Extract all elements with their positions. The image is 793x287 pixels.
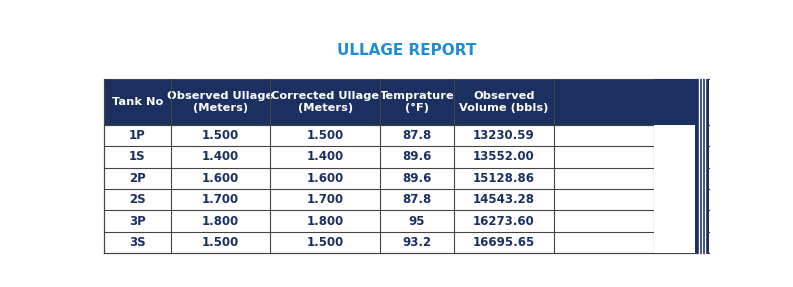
Bar <box>104 210 709 232</box>
Text: Observed Ullage
(Meters): Observed Ullage (Meters) <box>167 91 274 113</box>
Bar <box>104 168 709 189</box>
Text: 1.600: 1.600 <box>202 172 239 185</box>
Text: 1.800: 1.800 <box>202 215 239 228</box>
Text: 1.400: 1.400 <box>307 150 344 164</box>
Text: 1.500: 1.500 <box>202 236 239 249</box>
Text: 3P: 3P <box>129 215 146 228</box>
Text: 1.500: 1.500 <box>202 129 239 142</box>
Text: 1S: 1S <box>129 150 146 164</box>
Text: 1P: 1P <box>129 129 146 142</box>
Text: 1.500: 1.500 <box>307 129 344 142</box>
Text: 13230.59: 13230.59 <box>473 129 534 142</box>
Text: Temprature
(°F): Temprature (°F) <box>380 91 454 113</box>
Text: 95: 95 <box>408 215 425 228</box>
Text: 14543.28: 14543.28 <box>473 193 535 206</box>
Text: 1.600: 1.600 <box>307 172 344 185</box>
Bar <box>104 79 709 125</box>
Text: ULLAGE REPORT: ULLAGE REPORT <box>337 43 476 58</box>
Text: 15128.86: 15128.86 <box>473 172 535 185</box>
Bar <box>695 79 709 253</box>
Text: 1.800: 1.800 <box>307 215 344 228</box>
Text: 1.500: 1.500 <box>307 236 344 249</box>
Bar <box>104 146 709 168</box>
Text: 3S: 3S <box>129 236 146 249</box>
Text: 16273.60: 16273.60 <box>473 215 534 228</box>
Bar <box>104 232 709 253</box>
Bar <box>104 189 709 210</box>
Text: 2S: 2S <box>129 193 146 206</box>
Text: 89.6: 89.6 <box>402 150 431 164</box>
Text: Corrected Ullage
(Meters): Corrected Ullage (Meters) <box>271 91 379 113</box>
Text: 13552.00: 13552.00 <box>473 150 534 164</box>
Text: Tank No: Tank No <box>112 97 163 107</box>
Text: 89.6: 89.6 <box>402 172 431 185</box>
Bar <box>653 79 695 125</box>
Text: 2P: 2P <box>129 172 146 185</box>
Bar <box>104 125 709 146</box>
Text: Observed
Volume (bbls): Observed Volume (bbls) <box>459 91 549 113</box>
Text: 1.700: 1.700 <box>307 193 343 206</box>
Text: 87.8: 87.8 <box>402 129 431 142</box>
Text: 16695.65: 16695.65 <box>473 236 535 249</box>
Text: 1.400: 1.400 <box>202 150 239 164</box>
Text: 1.700: 1.700 <box>202 193 239 206</box>
Text: 87.8: 87.8 <box>402 193 431 206</box>
Text: 93.2: 93.2 <box>402 236 431 249</box>
Bar <box>653 79 695 253</box>
